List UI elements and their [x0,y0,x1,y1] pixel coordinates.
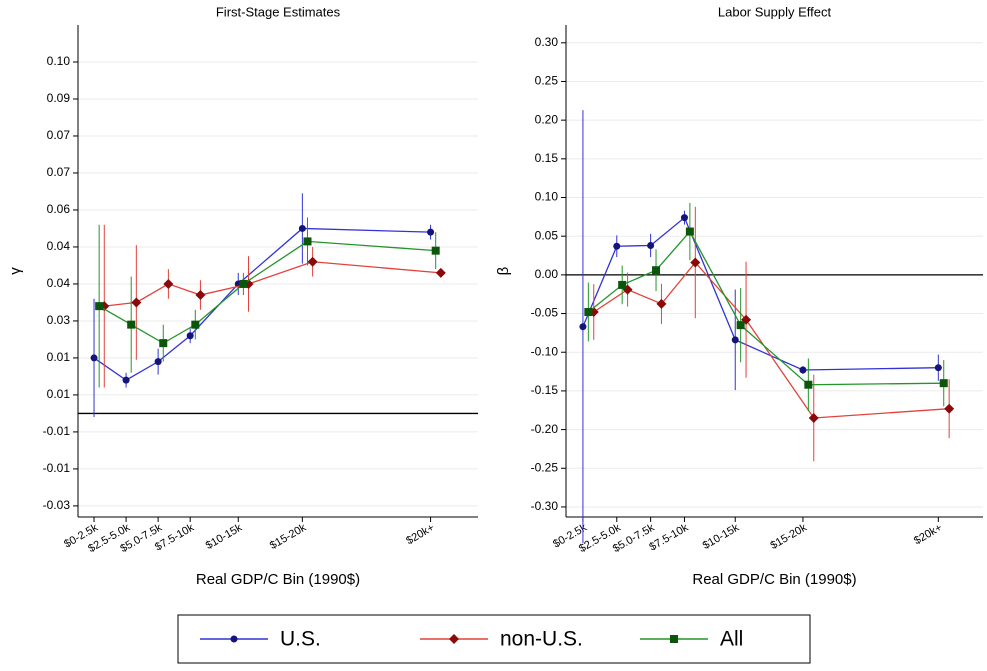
marker [131,297,142,308]
y-tick-label: 0.03 [47,313,71,327]
y-tick-label: -0.03 [43,498,71,512]
series-line [587,230,944,386]
marker [163,278,174,289]
marker [127,320,136,329]
legend-label: non-U.S. [500,628,583,651]
marker [230,635,238,643]
y-tick-label: -0.01 [43,424,71,438]
y-tick-label: 0.25 [535,74,559,88]
marker [799,366,807,374]
marker [736,321,745,330]
marker [680,214,688,222]
x-tick-label: $15-20k [268,521,309,552]
y-tick-label: -0.01 [43,461,71,475]
y-tick-label: 0.05 [535,228,559,242]
marker [191,320,200,329]
y-tick-label: 0.10 [47,54,71,68]
x-tick-label: $20k+ [912,522,944,548]
x-tick-label: $10-15k [204,521,245,552]
marker [195,290,206,301]
marker [122,376,130,384]
marker [731,336,739,344]
marker [647,241,655,249]
marker [435,267,446,278]
x-tick-label: $15-20k [768,521,809,552]
y-tick-label: -0.10 [531,344,559,358]
x-axis-label: Real GDP/C Bin (1990$) [692,571,856,588]
legend-label: U.S. [280,628,321,651]
marker [90,354,98,362]
y-tick-label: 0.20 [535,112,559,126]
panel-title: First-Stage Estimates [216,4,341,19]
marker [239,279,248,288]
y-tick-label: 0.10 [535,190,559,204]
marker [944,403,955,414]
y-tick-label: 0.09 [47,91,71,105]
y-tick-label: 0.07 [47,165,71,179]
series-line [93,227,431,381]
marker [579,323,587,331]
series-line [593,261,950,419]
marker [656,298,667,309]
series-line [98,240,436,344]
y-axis-label: γ [7,267,24,275]
y-tick-label: 0.06 [47,202,71,216]
marker [431,246,440,255]
marker [154,358,162,366]
marker [449,634,459,644]
y-axis-label: β [495,266,512,275]
marker [690,257,701,268]
marker [685,227,694,236]
marker [652,266,661,275]
y-tick-label: 0.15 [535,151,559,165]
marker [298,224,306,232]
y-tick-label: 0.01 [47,350,71,364]
marker [95,302,104,311]
legend-label: All [720,628,743,651]
y-tick-label: 0.04 [47,239,71,253]
legend-box [177,614,811,664]
y-tick-label: 0.01 [47,387,71,401]
marker [584,308,593,316]
marker [427,228,435,236]
marker [939,379,948,388]
y-tick-label: -0.30 [531,499,559,513]
marker [159,339,168,348]
y-tick-label: 0.07 [47,128,71,142]
x-tick-label: $7.5-10k [647,521,691,553]
y-tick-label: -0.05 [531,306,559,320]
marker [804,380,813,389]
y-tick-label: -0.20 [531,422,559,436]
x-tick-label: $20k+ [404,522,436,548]
y-tick-label: 0.00 [535,267,559,281]
marker [670,635,678,643]
y-tick-label: -0.15 [531,383,559,397]
x-axis-label: Real GDP/C Bin (1990$) [196,571,360,588]
x-tick-label: $10-15k [701,521,742,552]
marker [618,280,627,289]
marker [303,237,312,246]
y-tick-label: -0.25 [531,460,559,474]
marker [613,242,621,250]
marker [307,256,318,267]
marker [808,412,819,423]
panel-title: Labor Supply Effect [718,4,832,19]
marker [186,332,194,340]
y-tick-label: 0.04 [47,276,71,290]
marker [934,364,942,372]
y-tick-label: 0.30 [535,35,559,49]
